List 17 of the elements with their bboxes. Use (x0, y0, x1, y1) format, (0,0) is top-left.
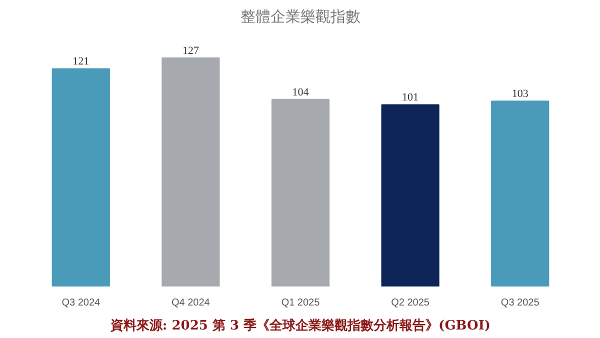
x-tick-label: Q1 2025 (281, 298, 320, 308)
bar (271, 98, 330, 286)
data-label: 127 (182, 44, 200, 57)
chart-title: 整體企業樂觀指數 (240, 8, 360, 26)
bar (52, 68, 110, 286)
bar (162, 57, 220, 286)
bar (381, 104, 440, 286)
data-label: 101 (402, 92, 419, 104)
data-label: 103 (512, 88, 529, 100)
x-tick-label: Q4 2024 (172, 298, 210, 308)
x-tick-label: Q2 2025 (391, 298, 430, 308)
x-tick-label: Q3 2024 (62, 298, 101, 308)
source-note: 資料來源: 2025 第 3 季《全球企業樂觀指數分析報告》(GBOI) (109, 318, 491, 334)
bar (491, 100, 550, 286)
data-label: 104 (292, 86, 310, 98)
x-tick-label: Q3 2025 (500, 298, 540, 308)
data-label: 121 (72, 56, 90, 68)
